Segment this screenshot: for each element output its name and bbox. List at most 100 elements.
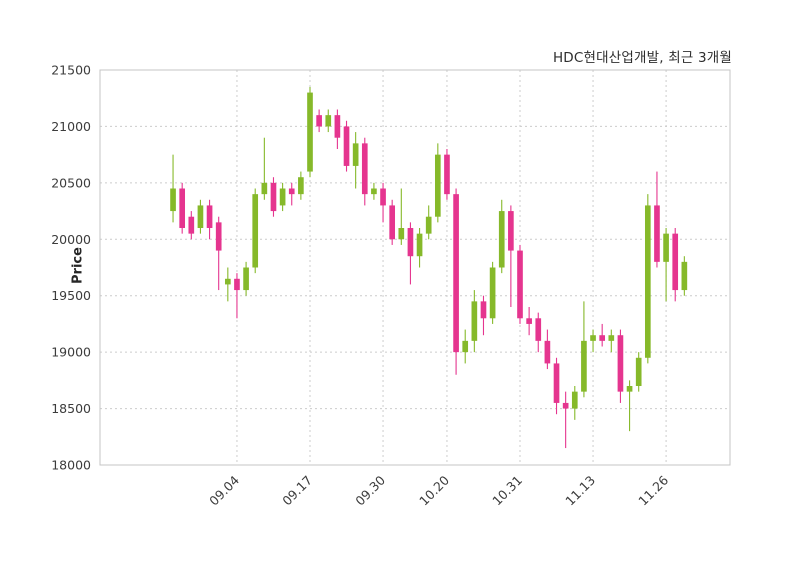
candle-body <box>617 335 624 392</box>
candle-up <box>307 86 313 178</box>
candle-body <box>663 233 669 262</box>
candle-up <box>243 261 249 296</box>
candle-up <box>644 194 651 364</box>
candle-up <box>608 329 615 353</box>
plot-border <box>99 69 731 466</box>
candle-body <box>288 188 295 195</box>
candle-body <box>489 267 496 319</box>
candle-body <box>334 115 341 138</box>
candle-up <box>352 132 359 189</box>
candle-down <box>334 109 341 149</box>
candle-body <box>316 115 322 127</box>
candle-body <box>608 335 615 341</box>
candle-up <box>498 199 505 274</box>
candle-down <box>526 307 532 336</box>
candle-down <box>617 329 624 403</box>
candle-down <box>206 199 213 240</box>
candle-up <box>371 182 377 200</box>
x-tick-label: 11.13 <box>562 473 598 509</box>
candle-up <box>590 329 596 353</box>
candle-up <box>170 154 176 223</box>
chart-title: HDC현대산업개발, 최근 3개월 <box>552 50 732 66</box>
candle-down <box>407 222 414 285</box>
candle-up <box>434 143 441 223</box>
candle-down <box>508 205 514 307</box>
candle-up <box>489 261 496 324</box>
candle-body <box>526 318 532 324</box>
candle-body <box>407 228 414 257</box>
candle-down <box>380 182 386 223</box>
candle-up <box>252 188 259 274</box>
candle-body <box>480 301 487 319</box>
candle-up <box>581 301 587 398</box>
y-tick-label: 21500 <box>51 63 91 78</box>
candle-body <box>416 233 423 257</box>
candle-body <box>243 267 249 291</box>
candle-down <box>517 244 523 324</box>
candle-body <box>298 177 304 195</box>
candle-body <box>234 278 240 291</box>
candle-up <box>197 199 204 234</box>
candle-down <box>316 109 322 133</box>
candle-body <box>508 211 514 251</box>
candle-up <box>571 386 578 420</box>
candle-down <box>179 182 186 234</box>
candle-body <box>444 154 450 195</box>
x-tick-label: 09.17 <box>279 473 315 509</box>
candle-up <box>471 290 478 353</box>
candle-body <box>224 278 231 285</box>
candle-down <box>215 216 222 291</box>
candle-body <box>215 222 222 251</box>
candle-down <box>453 188 459 375</box>
y-tick-label: 20000 <box>51 232 91 247</box>
candle-body <box>434 154 441 217</box>
candle-body <box>535 318 542 341</box>
candle-body <box>471 301 478 341</box>
candle-down <box>480 295 487 336</box>
candle-body <box>590 335 596 341</box>
candle-down <box>599 323 606 347</box>
candle-down <box>562 391 569 449</box>
candle-body <box>398 228 405 240</box>
candle-body <box>179 188 186 228</box>
candle-body <box>462 340 469 353</box>
candle-body <box>279 188 286 206</box>
candle-body <box>635 357 642 386</box>
x-tick-label: 10.31 <box>489 473 525 509</box>
candle-up <box>681 256 688 296</box>
candle-down <box>553 357 560 415</box>
candle-up <box>462 329 469 364</box>
candle-body <box>352 143 359 166</box>
candle-down <box>389 199 396 245</box>
candle-up <box>626 380 633 432</box>
candle-body <box>571 391 578 409</box>
candle-body <box>425 216 432 234</box>
candle-body <box>252 194 259 268</box>
candle-body <box>453 194 459 353</box>
candle-up <box>635 352 642 392</box>
x-tick-label: 09.30 <box>352 472 388 508</box>
y-tick-label: 19000 <box>51 345 91 360</box>
x-tick-label: 09.04 <box>206 472 242 508</box>
candle-body <box>517 250 523 319</box>
candle-body <box>261 182 268 195</box>
candle-body <box>325 115 332 127</box>
candle-body <box>599 335 606 341</box>
y-axis-label: Price <box>70 247 86 284</box>
candle-down <box>544 329 551 370</box>
x-tick-label: 10.20 <box>416 472 452 508</box>
candle-body <box>188 216 195 234</box>
candle-down <box>444 149 450 200</box>
candle-up <box>224 267 231 302</box>
candle-down <box>343 120 350 172</box>
candle-up <box>298 171 304 200</box>
candle-body <box>389 205 396 240</box>
candle-down <box>188 211 195 240</box>
candle-down <box>672 228 679 302</box>
candle-up <box>261 137 268 200</box>
candle-up <box>279 182 286 212</box>
y-tick-label: 18500 <box>51 401 91 416</box>
candle-up <box>425 205 432 240</box>
y-tick-label: 20500 <box>51 175 91 190</box>
